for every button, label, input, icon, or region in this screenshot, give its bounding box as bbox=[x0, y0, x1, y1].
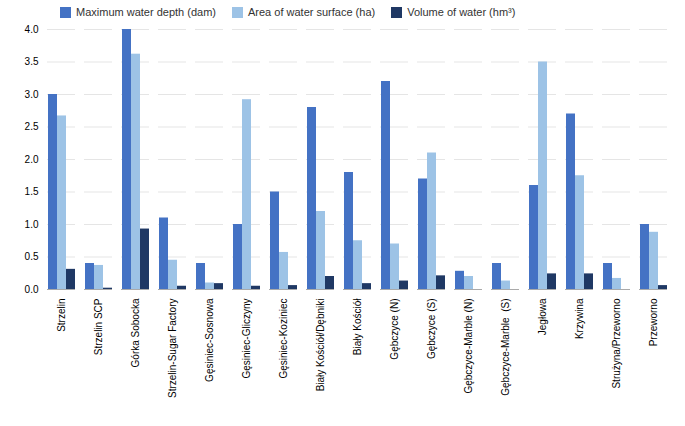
svg-text:Strzelin-Sugar Factory: Strzelin-Sugar Factory bbox=[167, 299, 178, 398]
svg-text:Strzelin SCP: Strzelin SCP bbox=[93, 298, 104, 355]
svg-text:Krzywina: Krzywina bbox=[574, 298, 585, 339]
svg-text:0.0: 0.0 bbox=[25, 284, 39, 295]
svg-text:3.0: 3.0 bbox=[25, 89, 39, 100]
svg-text:1.5: 1.5 bbox=[25, 186, 39, 197]
svg-text:Gębczyce (S): Gębczyce (S) bbox=[426, 299, 437, 360]
svg-text:Górka Sobocka: Górka Sobocka bbox=[130, 298, 141, 367]
svg-text:0.5: 0.5 bbox=[25, 251, 39, 262]
html-text:Maximum water depth (dam): Maximum water depth (dam) bbox=[76, 6, 216, 18]
svg-text:4.0: 4.0 bbox=[25, 24, 39, 35]
svg-text:Biały Kościół/Dębniki: Biały Kościół/Dębniki bbox=[315, 299, 326, 392]
svg-text:Gęsiniec-Gliczyny: Gęsiniec-Gliczyny bbox=[241, 299, 252, 379]
svg-text:Strzelin: Strzelin bbox=[56, 299, 67, 332]
svg-text:Gębczyce (N): Gębczyce (N) bbox=[389, 299, 400, 360]
svg-text:2.0: 2.0 bbox=[25, 154, 39, 165]
svg-text:Gęsiniec-Sosnowa: Gęsiniec-Sosnowa bbox=[204, 298, 215, 382]
svg-text:2.5: 2.5 bbox=[25, 121, 39, 132]
svg-text:1.0: 1.0 bbox=[25, 219, 39, 230]
svg-text:Gębczyce-Marble (S): Gębczyce-Marble (S) bbox=[500, 299, 511, 396]
svg-text:Biały Kościół: Biały Kościół bbox=[352, 298, 363, 355]
svg-text:Gębczyce-Marble (N): Gębczyce-Marble (N) bbox=[463, 299, 474, 394]
svg-text:3.5: 3.5 bbox=[25, 56, 39, 67]
svg-text:Strużyna/Przeworno: Strużyna/Przeworno bbox=[611, 298, 622, 388]
html-text:Area of water surface (ha): Area of water surface (ha) bbox=[248, 6, 376, 18]
svg-text:Jegłowa: Jegłowa bbox=[537, 298, 548, 335]
svg-text:Gęsiniec-Koziniec: Gęsiniec-Koziniec bbox=[278, 299, 289, 379]
html-text:Volume of water (hm³): Volume of water (hm³) bbox=[407, 6, 516, 18]
svg-text:Przeworno: Przeworno bbox=[648, 298, 659, 346]
